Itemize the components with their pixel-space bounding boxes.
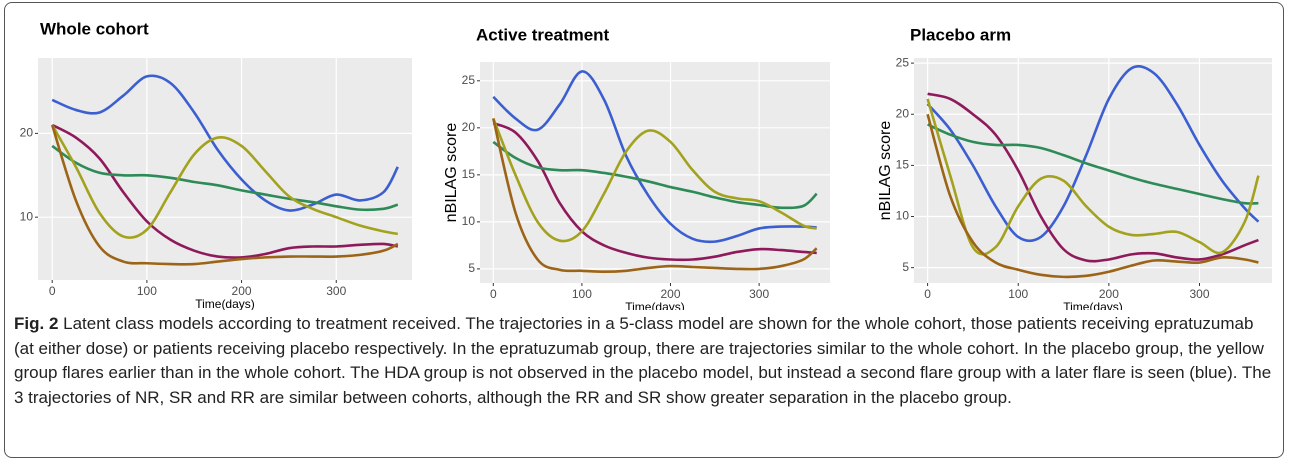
trajectory-line <box>926 113 1259 279</box>
y-tick-label: 20 <box>896 106 910 120</box>
x-axis-label: Time(days) <box>625 300 685 310</box>
trajectory-line <box>492 70 817 244</box>
x-tick-label: 0 <box>49 284 56 298</box>
y-tick-label: 5 <box>902 260 909 274</box>
trajectory-line <box>927 123 1259 205</box>
x-tick-label: 200 <box>1099 287 1119 301</box>
trajectory-line <box>492 117 817 243</box>
y-tick-label: 10 <box>20 209 34 223</box>
trajectory-line <box>51 124 399 239</box>
caption-label: Fig. 2 <box>14 314 59 333</box>
x-tick-label: 300 <box>326 284 346 298</box>
trajectory-line <box>926 65 1260 243</box>
x-tick-label: 100 <box>1008 287 1028 301</box>
trajectory-line <box>492 118 818 274</box>
trajectory-line <box>926 98 1260 256</box>
plot-panel <box>38 58 412 280</box>
x-tick-label: 0 <box>924 287 931 301</box>
plot-panel <box>480 62 830 283</box>
y-axis-label: nBILAG score <box>877 121 894 221</box>
x-tick-label: 100 <box>137 284 157 298</box>
figure-frame <box>4 2 1284 458</box>
trajectory-line <box>51 144 399 212</box>
x-tick-label: 100 <box>572 287 592 301</box>
y-tick-label: 20 <box>462 120 476 134</box>
x-tick-label: 300 <box>1189 287 1209 301</box>
y-tick-label: 5 <box>468 261 475 275</box>
chart-title: Active treatment <box>476 25 610 44</box>
y-tick-label: 25 <box>896 55 910 69</box>
trajectory-line <box>51 74 399 212</box>
x-tick-label: 300 <box>749 287 769 301</box>
y-tick-label: 25 <box>462 73 476 87</box>
x-tick-label: 200 <box>660 287 680 301</box>
x-axis-label: Time(days) <box>195 297 255 310</box>
trajectory-line <box>927 92 1259 263</box>
y-tick-label: 10 <box>462 214 476 228</box>
y-axis-label: nBILAG score <box>443 123 460 223</box>
caption-text: Latent class models according to treatme… <box>14 314 1272 407</box>
y-tick-label: 10 <box>896 209 910 223</box>
x-tick-label: 0 <box>490 287 497 301</box>
y-tick-label: 15 <box>462 167 476 181</box>
caption: Fig. 2 Latent class models according to … <box>14 312 1276 410</box>
y-tick-label: 15 <box>896 158 910 172</box>
plot-panel <box>914 58 1272 283</box>
x-tick-label: 200 <box>232 284 252 298</box>
x-axis-label: Time(days) <box>1063 300 1123 310</box>
chart-title: Placebo arm <box>910 25 1011 44</box>
y-tick-label: 20 <box>20 126 34 140</box>
chart-title: Whole cohort <box>40 19 149 38</box>
trajectory-line <box>50 124 399 266</box>
trajectory-line <box>492 121 817 262</box>
